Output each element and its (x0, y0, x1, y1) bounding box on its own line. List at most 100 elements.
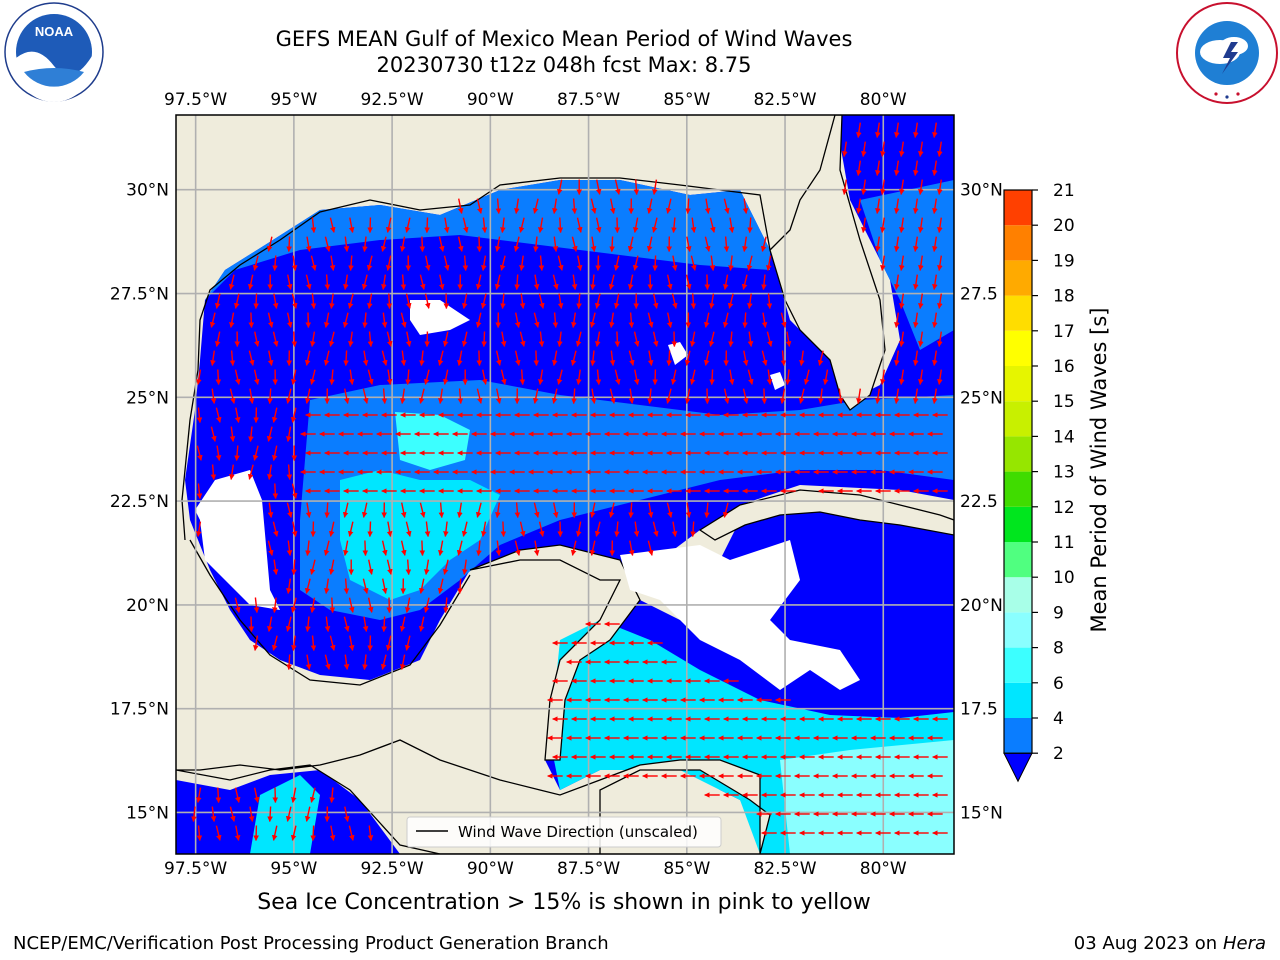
wave-arrow (272, 255, 278, 272)
wave-arrow (760, 236, 767, 252)
wave-arrow (918, 141, 924, 157)
lon-label-top: 82.5°W (753, 90, 816, 110)
wave-arrow (267, 312, 274, 328)
wave-arrow (632, 217, 639, 233)
wave-arrow (423, 369, 430, 385)
wave-arrow (286, 274, 293, 290)
wave-arrow (741, 274, 748, 290)
colorbar-segment (1004, 295, 1032, 331)
wave-arrow (329, 825, 336, 841)
wave-arrow (798, 388, 805, 404)
wave-arrow (404, 217, 411, 233)
wave-arrow (461, 293, 468, 309)
wave-arrow (595, 179, 602, 195)
wave-arrow (576, 293, 582, 310)
wave-arrow (628, 350, 635, 366)
wave-arrow (932, 350, 938, 366)
colorbar-segment (1004, 647, 1032, 683)
colorbar-segment (1004, 682, 1032, 718)
wave-arrow (461, 521, 468, 537)
wave-arrow (627, 274, 634, 290)
wave-arrow (286, 464, 293, 481)
wave-arrow (614, 179, 621, 195)
wave-arrow (690, 217, 697, 233)
wave-arrow (913, 312, 919, 328)
wave-arrow (348, 635, 355, 651)
wave-arrow (709, 255, 716, 271)
wave-arrow (267, 350, 274, 366)
wave-arrow (286, 654, 292, 671)
wave-arrow (309, 559, 316, 575)
wave-arrow (386, 331, 393, 347)
wave-arrow (533, 502, 540, 518)
wave-arrow (362, 578, 369, 594)
wave-arrow (703, 350, 710, 366)
wave-arrow (875, 198, 881, 214)
wave-arrow (861, 141, 867, 157)
wave-arrow (291, 331, 298, 348)
wave-arrow (590, 236, 597, 252)
wave-arrow (880, 141, 886, 157)
left-lat-labels: 30°N 27.5°N 25°N 22.5°N 20°N 17.5°N 15°N (110, 181, 169, 824)
lat-label-right: 20°N (960, 596, 1003, 616)
wave-arrow (291, 255, 298, 271)
wave-arrow (880, 179, 886, 195)
wave-arrow (590, 350, 596, 367)
wave-arrow (575, 521, 582, 537)
lon-label-top: 97.5°W (164, 90, 227, 110)
wave-arrow (570, 350, 577, 366)
wave-arrow (267, 616, 273, 632)
wave-arrow (689, 369, 696, 385)
lat-label-left: 22.5°N (110, 492, 169, 512)
colorbar-tick-label: 10 (1053, 568, 1075, 588)
wave-arrow (329, 255, 336, 271)
wave-arrow (290, 787, 297, 803)
colorbar-segment (1004, 577, 1032, 613)
wave-arrow (476, 198, 483, 214)
wave-arrow (248, 312, 255, 329)
wave-arrow (613, 293, 620, 309)
wave-arrow (937, 369, 943, 385)
wave-arrow (437, 578, 444, 594)
wave-arrow (419, 578, 425, 594)
wave-arrow (285, 616, 292, 632)
wave-arrow (785, 331, 792, 347)
wave-arrow (328, 559, 335, 575)
wave-arrow (742, 350, 749, 366)
wave-arrow (476, 350, 483, 367)
lon-label-bottom: 82.5°W (753, 859, 816, 879)
wave-arrow (367, 559, 374, 575)
wave-arrow (310, 217, 317, 234)
wave-arrow (418, 388, 425, 404)
wave-arrow (704, 312, 710, 328)
wave-arrow (481, 369, 488, 385)
wave-arrow (286, 540, 293, 556)
colorbar-tick-label: 15 (1053, 392, 1075, 412)
map-legend: Wind Wave Direction (unscaled) (406, 816, 722, 848)
wave-arrow (271, 825, 278, 841)
wave-arrow (461, 331, 468, 347)
wave-arrow (442, 559, 449, 575)
wave-arrow (918, 179, 924, 195)
wave-arrow (291, 483, 298, 499)
wave-arrow (404, 635, 411, 651)
wave-arrow (385, 217, 392, 233)
wave-arrow (215, 445, 222, 461)
wave-arrow (633, 331, 640, 347)
lon-label-top: 80°W (860, 90, 907, 110)
wave-arrow (514, 274, 520, 291)
wave-arrow (742, 312, 748, 329)
colorbar-segment (1004, 401, 1032, 437)
wave-arrow (894, 274, 900, 290)
credit-text: NCEP/EMC/Verification Post Processing Pr… (13, 933, 609, 954)
wave-arrow (803, 369, 810, 385)
wave-arrow (727, 293, 734, 309)
wave-arrow (500, 217, 506, 233)
wave-arrow (304, 806, 311, 822)
wave-arrow (229, 312, 235, 328)
wave-arrow (685, 236, 692, 252)
wave-arrow (271, 407, 278, 423)
wave-arrow (894, 388, 900, 404)
wave-arrow (234, 369, 241, 385)
wave-arrow (210, 464, 217, 481)
